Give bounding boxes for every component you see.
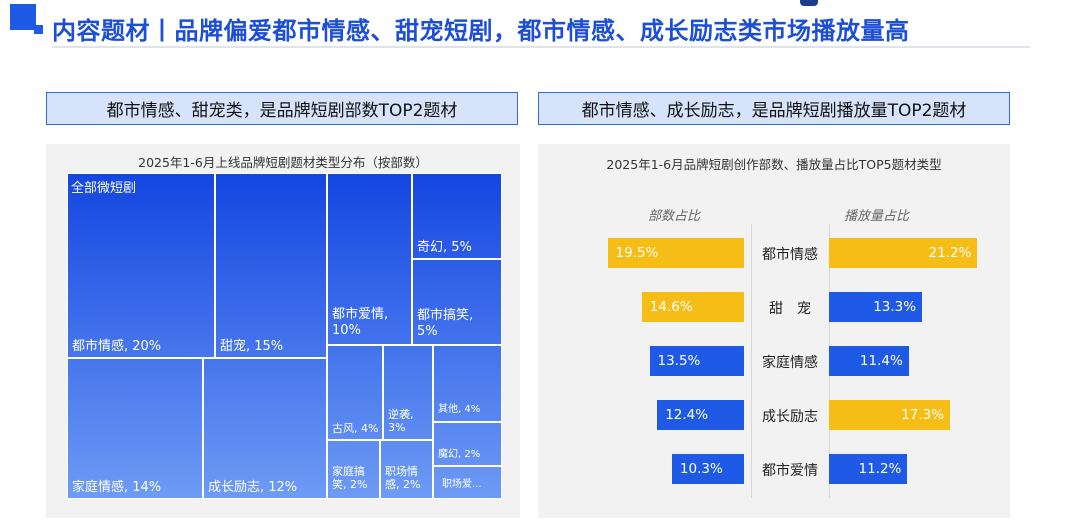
bar-play-share: 11.2% — [829, 454, 908, 484]
header-small-square-icon — [34, 25, 43, 34]
category-label: 都市情感 — [762, 247, 818, 263]
bar-count-share: 12.4% — [657, 400, 744, 430]
treemap-cell-label: 成长励志, 12% — [208, 480, 298, 495]
treemap-cell-10: 其他, 4% — [433, 345, 502, 422]
bar-play-share: 13.3% — [829, 292, 923, 322]
bar-count-share: 14.6% — [641, 292, 744, 322]
right-subtitle: 都市情感、成长励志，是品牌短剧播放量TOP2题材 — [538, 92, 1010, 125]
bar-play-share-label: 17.3% — [901, 407, 945, 423]
butterfly-panel: 2025年1-6月品牌短剧创作部数、播放量占比TOP5题材类型 部数占比 播放量… — [538, 144, 1010, 518]
treemap-cell-4: 成长励志, 12% — [203, 358, 327, 499]
treemap-cell-label: 逆袭, 3% — [388, 408, 414, 435]
treemap-cell-7: 都市搞笑, 5% — [412, 259, 502, 345]
treemap-cell-label: 职场情 感, 2% — [385, 465, 421, 492]
bar-count-share: 19.5% — [607, 238, 744, 268]
top-decoration — [800, 0, 818, 6]
bar-count-share: 13.5% — [649, 346, 744, 376]
bar-count-share-label: 19.5% — [615, 245, 659, 261]
treemap-cell-5: 都市爱情, 10% — [327, 173, 412, 345]
bar-play-share-label: 21.2% — [928, 245, 972, 261]
category-label: 都市爱情 — [762, 463, 818, 479]
treemap-cell-11: 魔幻, 2% — [433, 422, 502, 466]
treemap-panel: 2025年1-6月上线品牌短剧题材类型分布（按部数） 都市情感, 20% 甜宠, … — [46, 144, 520, 518]
treemap-cell-label: 都市搞笑, 5% — [417, 308, 474, 339]
treemap-cell-2: 甜宠, 15% — [215, 173, 327, 358]
treemap-cell-label: 家庭情感, 14% — [72, 480, 162, 495]
bar-count-share-label: 10.3% — [679, 461, 723, 477]
treemap-cell-13: 职场情 感, 2% — [380, 440, 433, 499]
left-divider — [751, 224, 752, 498]
treemap-cell-label: 古风, 4% — [332, 422, 379, 435]
bar-play-share-label: 11.4% — [859, 353, 903, 369]
page-title: 内容题材丨品牌偏爱都市情感、甜宠短剧，都市情感、成长励志类市场播放量高 — [52, 17, 910, 45]
header-square-icon — [10, 4, 36, 30]
bar-play-share-label: 11.2% — [858, 461, 902, 477]
treemap: 都市情感, 20% 甜宠, 15% 家庭情感, 14% 成长励志, 12% 都市爱情, … — [67, 173, 502, 499]
treemap-cell-label: 都市情感, 20% — [72, 339, 162, 354]
bar-play-share: 11.4% — [829, 346, 909, 376]
treemap-cell-label: 职场爱... — [442, 479, 482, 490]
treemap-cell-8: 古风, 4% — [327, 345, 383, 440]
treemap-cell-label: 家庭搞 笑, 2% — [332, 465, 368, 492]
butterfly-chart: 都市情感 19.5% 21.2% 甜 宠 14.6% 13.3% 家庭情感 13.5% 11.4… — [538, 144, 1010, 518]
bar-play-share: 21.2% — [829, 238, 978, 268]
bar-play-share-label: 13.3% — [873, 299, 917, 315]
bar-count-share: 10.3% — [671, 454, 744, 484]
treemap-cell-12: 家庭搞 笑, 2% — [327, 440, 380, 499]
treemap-root-label: 全部微短剧 — [71, 181, 137, 196]
category-label: 甜 宠 — [769, 301, 811, 317]
category-label: 家庭情感 — [762, 355, 818, 371]
treemap-cell-label: 都市爱情, 10% — [332, 307, 389, 338]
left-subtitle: 都市情感、甜宠类，是品牌短剧部数TOP2题材 — [46, 92, 518, 125]
treemap-cell-1: 都市情感, 20% — [67, 173, 215, 358]
treemap-cell-label: 魔幻, 2% — [438, 449, 481, 460]
treemap-cell-6: 奇幻, 5% — [412, 173, 502, 259]
legend-count-share: 部数占比 — [648, 209, 701, 224]
bar-play-share: 17.3% — [829, 400, 951, 430]
bar-count-share-label: 14.6% — [649, 299, 693, 315]
category-label: 成长励志 — [762, 409, 818, 425]
bar-count-share-label: 12.4% — [665, 407, 709, 423]
bar-count-share-label: 13.5% — [657, 353, 701, 369]
treemap-cell-3: 家庭情感, 14% — [67, 358, 203, 499]
butterfly-title: 2025年1-6月品牌短剧创作部数、播放量占比TOP5题材类型 — [606, 157, 942, 172]
legend-play-share: 播放量占比 — [844, 209, 910, 224]
treemap-cell-label: 奇幻, 5% — [417, 240, 472, 255]
treemap-cell-label: 其他, 4% — [438, 404, 481, 415]
header-underline — [52, 46, 1030, 48]
treemap-cell-9: 逆袭, 3% — [383, 345, 433, 440]
treemap-cell-14: 职场爱... — [433, 466, 502, 499]
treemap-title: 2025年1-6月上线品牌短剧题材类型分布（按部数） — [138, 155, 428, 170]
treemap-cell-label: 甜宠, 15% — [220, 339, 284, 354]
